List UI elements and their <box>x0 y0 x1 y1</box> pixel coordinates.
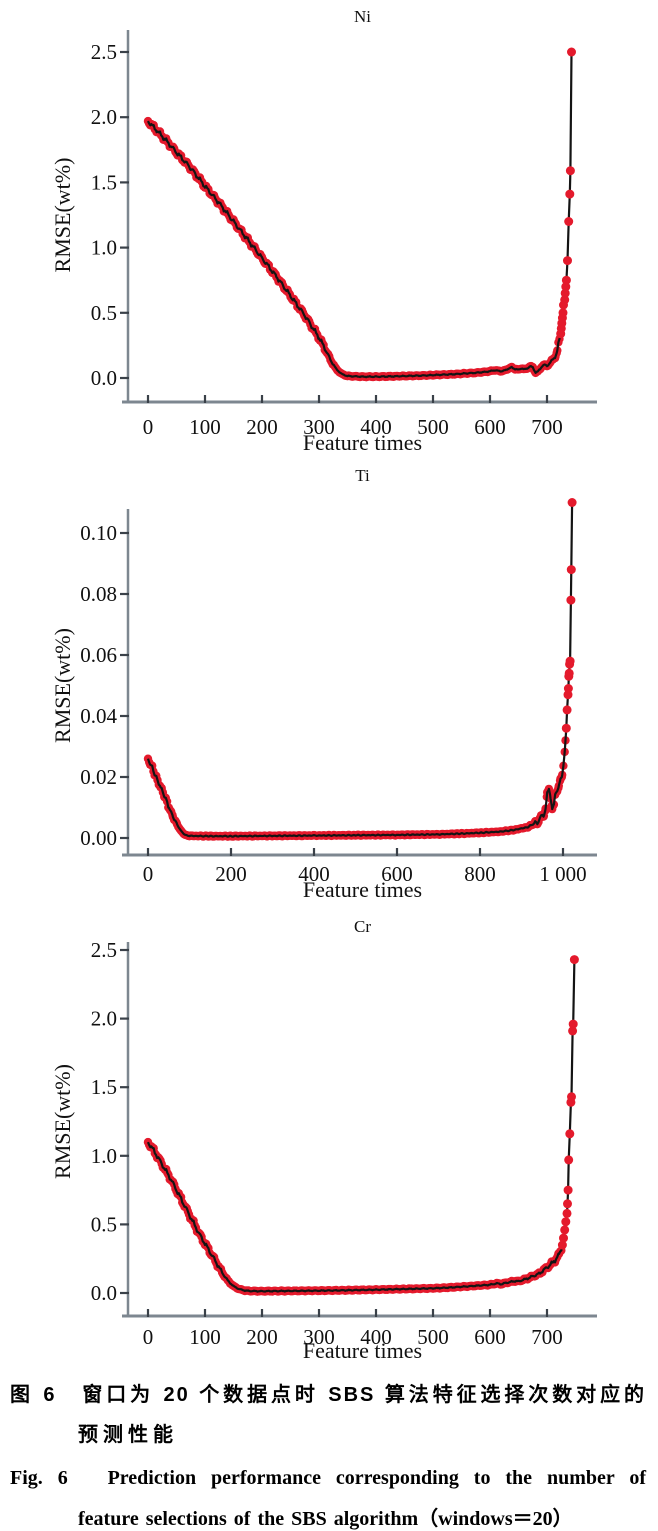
caption-zh-line2: 预测性能 <box>78 1424 178 1446</box>
x-tick-label: 700 <box>531 415 563 439</box>
spike-point-marker <box>561 282 571 292</box>
spike-point-marker <box>566 565 576 575</box>
chart-title: Ni <box>354 7 371 26</box>
chart-title: Ti <box>355 466 370 485</box>
spike-point-marker <box>559 1233 568 1243</box>
y-tick-label: 2.0 <box>91 1007 117 1031</box>
axes: 0.0 0.5 1.0 1.5 2.0 2.5 0 100 200 300 400 500 600 700 <box>91 30 597 439</box>
x-axis-label: Feature times <box>303 430 422 455</box>
x-tick-label: 0 <box>143 862 154 886</box>
spike-point-marker <box>560 288 570 298</box>
spike-point-marker <box>565 1129 575 1139</box>
data-series <box>143 47 576 382</box>
spike-point-marker <box>567 498 577 507</box>
x-tick-label: 100 <box>189 415 221 439</box>
y-tick-label: 0.06 <box>80 643 117 667</box>
x-axis-label: Feature times <box>303 877 422 902</box>
spike-point-marker <box>565 189 575 199</box>
data-line <box>147 51 573 379</box>
spike-point-marker <box>569 955 579 965</box>
axes: 0.00 0.02 0.04 0.06 0.08 0.10 0 200 400 600 800 1 0… <box>80 509 597 886</box>
y-axis-label: RMSE(wt%) <box>50 158 75 273</box>
x-tick-label: 200 <box>246 415 278 439</box>
y-tick-label: 0.08 <box>80 582 117 606</box>
spike-point-marker <box>567 47 576 57</box>
chart-title: Cr <box>354 920 371 936</box>
y-tick-label: 2.0 <box>91 105 117 129</box>
y-tick-label: 1.5 <box>91 170 117 194</box>
y-tick-label: 0.04 <box>80 704 117 728</box>
x-tick-label: 600 <box>474 1325 506 1349</box>
x-axis-label: Feature times <box>303 1338 422 1363</box>
x-tick-label: 0 <box>143 415 154 439</box>
y-tick-label: 0.00 <box>80 826 117 850</box>
chart-ti: 0.00 0.02 0.04 0.06 0.08 0.10 0 200 400 600 800 1 0… <box>50 466 597 902</box>
spike-point-marker <box>564 1155 574 1165</box>
x-tick-label: 0 <box>143 1325 154 1349</box>
x-tick-label: 600 <box>381 862 413 886</box>
spike-point-marker <box>568 1026 578 1036</box>
spike-point-marker <box>563 684 573 693</box>
chart-cr: 0.0 0.5 1.0 1.5 2.0 2.5 0 100 200 300 400 500 600 700… <box>50 920 597 1363</box>
x-tick-label: 500 <box>417 1325 449 1349</box>
x-tick-label: 800 <box>464 862 496 886</box>
spike-point-marker <box>561 1217 571 1227</box>
x-tick-label: 500 <box>417 415 449 439</box>
y-tick-label: 0.5 <box>91 1212 117 1236</box>
x-tick-label: 400 <box>298 862 330 886</box>
x-tick-label: 300 <box>303 1325 335 1349</box>
spike-point-marker <box>561 275 571 285</box>
spike-point-marker <box>567 1092 576 1102</box>
caption-en-line1: Fig. 6 Prediction performance correspond… <box>10 1467 646 1489</box>
x-tick-label: 700 <box>531 1325 563 1349</box>
y-tick-label: 2.5 <box>91 40 117 64</box>
spike-point-marker <box>564 217 574 226</box>
data-line <box>146 502 574 838</box>
y-tick-label: 0.02 <box>80 765 117 789</box>
x-tick-label: 400 <box>360 1325 392 1349</box>
figure-caption: 图 6 窗口为 20 个数据点时 SBS 算法特征选择次数对应的 预测性能 Fi… <box>0 1366 658 1530</box>
y-tick-label: 1.5 <box>91 1075 117 1099</box>
x-tick-label: 200 <box>215 862 247 886</box>
data-series <box>143 498 577 841</box>
spike-point-marker <box>558 308 568 318</box>
y-tick-label: 2.5 <box>91 938 117 962</box>
data-line <box>146 959 576 1293</box>
caption-en-line2: feature selections of the SBS algorithm（… <box>78 1508 573 1530</box>
x-tick-label: 600 <box>474 415 506 439</box>
x-tick-label: 100 <box>189 1325 221 1349</box>
spike-point-marker <box>566 595 576 605</box>
spike-point-marker <box>563 1185 573 1195</box>
spike-point-marker <box>565 166 575 176</box>
data-series <box>143 955 579 1296</box>
x-tick-label: 200 <box>246 1325 278 1349</box>
y-tick-label: 1.0 <box>91 236 117 260</box>
x-tick-label: 400 <box>360 415 392 439</box>
spike-point-marker <box>562 1208 572 1218</box>
x-tick-label: 1 000 <box>539 862 586 886</box>
chart-ni: 0.0 0.5 1.0 1.5 2.0 2.5 0 100 200 300 400 500 600 700… <box>50 7 597 455</box>
spike-point-marker <box>564 668 574 678</box>
axes: 0.0 0.5 1.0 1.5 2.0 2.5 0 100 200 300 400 500 600 700 <box>91 938 597 1349</box>
spike-point-marker <box>560 1225 570 1235</box>
spike-point-marker <box>563 1199 572 1209</box>
y-axis-label: RMSE(wt%) <box>50 1064 75 1179</box>
spike-point-marker <box>560 295 570 305</box>
spike-point-marker <box>563 256 572 266</box>
spike-point-marker <box>562 705 572 715</box>
spike-point-marker <box>568 1019 578 1029</box>
spike-point-marker <box>561 723 571 733</box>
y-tick-label: 0.0 <box>91 366 117 390</box>
y-tick-label: 0.0 <box>91 1281 117 1305</box>
caption-zh-line1: 图 6 窗口为 20 个数据点时 SBS 算法特征选择次数对应的 <box>10 1384 646 1406</box>
spike-point-marker <box>565 656 575 666</box>
spike-point-marker <box>557 1240 567 1250</box>
x-tick-label: 300 <box>303 415 335 439</box>
y-tick-label: 0.10 <box>80 521 117 545</box>
y-tick-label: 0.5 <box>91 301 117 325</box>
y-tick-label: 1.0 <box>91 1144 117 1168</box>
y-axis-label: RMSE(wt%) <box>50 628 75 743</box>
